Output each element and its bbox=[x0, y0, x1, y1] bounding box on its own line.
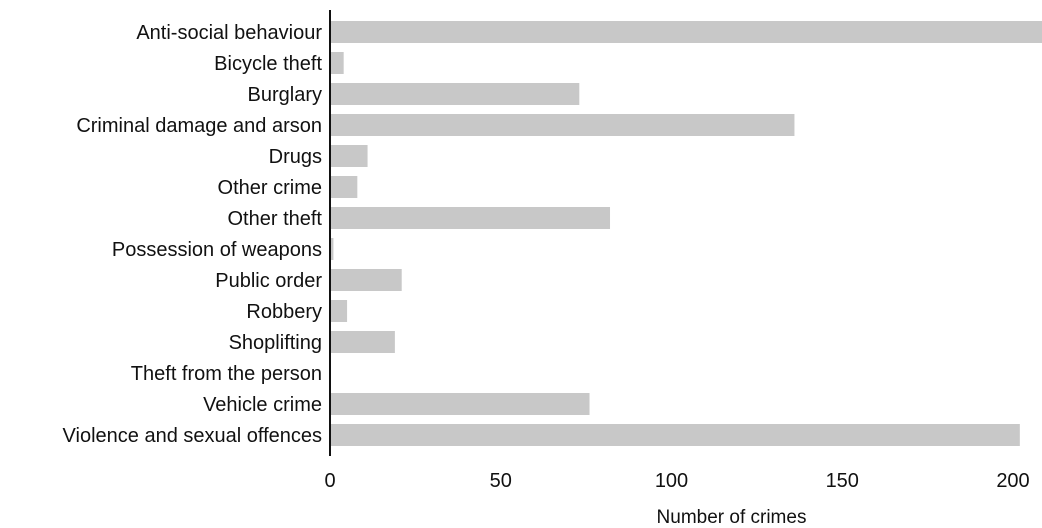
bars-layer bbox=[330, 21, 1042, 446]
bar-violence-and-sexual-offences bbox=[330, 424, 1020, 446]
category-label: Other crime bbox=[218, 177, 322, 199]
category-label: Drugs bbox=[269, 146, 322, 168]
bar-robbery bbox=[330, 300, 348, 322]
category-label: Other theft bbox=[228, 208, 323, 230]
x-tick-label: 50 bbox=[490, 470, 512, 492]
category-label: Shoplifting bbox=[229, 332, 322, 354]
category-label: Public order bbox=[215, 270, 322, 292]
category-label: Anti-social behaviour bbox=[136, 22, 322, 44]
category-label: Vehicle crime bbox=[203, 394, 322, 416]
bar-criminal-damage-and-arson bbox=[330, 114, 795, 136]
bar-drugs bbox=[330, 145, 368, 167]
x-tick-label: 100 bbox=[655, 470, 688, 492]
x-tick-label: 200 bbox=[996, 470, 1029, 492]
category-labels: Anti-social behaviour Bicycle theft Burgla… bbox=[63, 22, 323, 447]
bar-vehicle-crime bbox=[330, 393, 590, 415]
bar-burglary bbox=[330, 83, 580, 105]
x-tick-label: 150 bbox=[826, 470, 859, 492]
bar-shoplifting bbox=[330, 331, 395, 353]
category-label: Possession of weapons bbox=[112, 239, 322, 261]
category-label: Robbery bbox=[246, 301, 322, 323]
category-label: Theft from the person bbox=[131, 363, 322, 385]
x-tick-label: 0 bbox=[324, 470, 335, 492]
x-tick-labels: 0 50 100 150 200 bbox=[324, 470, 1029, 492]
bar-bicycle-theft bbox=[330, 52, 344, 74]
bar-possession-of-weapons bbox=[330, 238, 334, 260]
bar-other-theft bbox=[330, 207, 611, 229]
bar-anti-social-behaviour bbox=[330, 21, 1042, 43]
bar-public-order bbox=[330, 269, 402, 291]
category-label: Criminal damage and arson bbox=[76, 115, 322, 137]
bar-other-crime bbox=[330, 176, 358, 198]
category-label: Violence and sexual offences bbox=[63, 425, 322, 447]
category-label: Burglary bbox=[248, 84, 322, 106]
category-label: Bicycle theft bbox=[214, 53, 322, 75]
x-axis-title: Number of crimes bbox=[657, 507, 807, 528]
